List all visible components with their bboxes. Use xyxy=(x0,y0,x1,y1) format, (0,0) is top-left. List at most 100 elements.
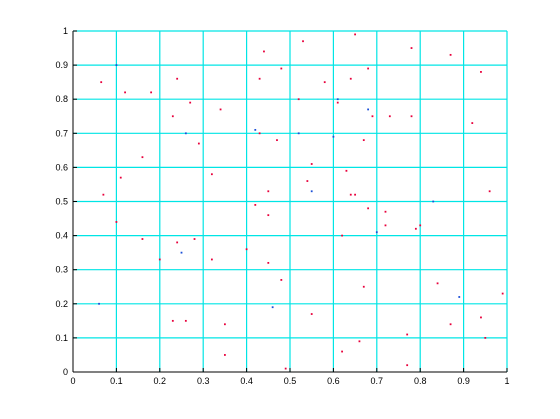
data-point-red-31 xyxy=(119,176,122,179)
data-point-red-36 xyxy=(345,169,348,172)
data-point-red-24 xyxy=(336,101,339,104)
data-point-blue-10 xyxy=(271,306,274,309)
data-point-blue-3 xyxy=(297,132,300,135)
data-point-red-27 xyxy=(388,115,391,118)
data-point-red-49 xyxy=(384,224,387,227)
y-tick-label: 0.2 xyxy=(55,299,68,309)
x-tick-label: 0.3 xyxy=(197,376,210,386)
data-point-red-63 xyxy=(449,323,452,326)
data-point-red-16 xyxy=(141,156,144,159)
y-tick-label: 1 xyxy=(63,26,68,36)
data-point-red-1 xyxy=(124,91,126,94)
data-point-red-53 xyxy=(210,258,213,261)
data-point-red-11 xyxy=(354,33,356,36)
data-points xyxy=(98,33,504,370)
y-tick-label: 0 xyxy=(63,367,68,377)
data-point-red-42 xyxy=(115,221,118,223)
data-point-red-70 xyxy=(484,337,487,339)
data-point-red-13 xyxy=(410,47,413,49)
data-point-red-44 xyxy=(176,241,179,244)
data-point-red-54 xyxy=(267,261,270,264)
data-point-red-68 xyxy=(406,364,409,367)
data-point-red-39 xyxy=(367,207,370,210)
x-tick-label: 0.8 xyxy=(414,376,427,386)
data-point-red-61 xyxy=(310,313,313,315)
data-point-red-5 xyxy=(258,77,261,80)
data-point-red-28 xyxy=(410,115,413,118)
x-tick-label: 0.7 xyxy=(371,376,384,386)
y-tick-label: 0.9 xyxy=(55,60,68,70)
x-tick-label: 0 xyxy=(70,376,75,386)
data-point-red-6 xyxy=(263,50,265,53)
data-point-red-37 xyxy=(349,193,352,196)
data-point-red-45 xyxy=(193,238,196,240)
data-point-red-64 xyxy=(480,316,482,319)
data-point-red-38 xyxy=(354,193,356,196)
data-point-red-3 xyxy=(176,77,179,80)
data-point-red-35 xyxy=(306,180,309,182)
data-point-blue-13 xyxy=(310,190,313,193)
data-point-red-18 xyxy=(197,142,200,145)
data-point-red-71 xyxy=(501,292,504,295)
y-tick-label: 0.4 xyxy=(55,231,68,241)
data-point-blue-1 xyxy=(184,132,187,135)
data-point-red-52 xyxy=(158,258,161,261)
data-point-red-25 xyxy=(362,139,365,142)
y-axis-ticks: 0 0.1 0.2 0.3 0.4 0.5 0.6 0.7 0.8 0.9 1 xyxy=(55,26,77,377)
x-tick-label: 0.4 xyxy=(240,376,253,386)
data-point-red-2 xyxy=(150,91,153,94)
y-tick-label: 0.3 xyxy=(55,265,68,275)
data-point-red-19 xyxy=(219,108,222,111)
data-point-blue-2 xyxy=(254,128,257,131)
data-point-red-50 xyxy=(414,227,417,230)
x-tick-label: 0.6 xyxy=(327,376,340,386)
data-point-blue-6 xyxy=(336,98,339,101)
data-point-red-12 xyxy=(367,67,370,70)
data-point-red-30 xyxy=(102,193,105,196)
data-point-red-23 xyxy=(310,163,313,165)
data-point-red-48 xyxy=(341,234,343,237)
data-point-red-15 xyxy=(480,71,482,73)
x-tick-label: 0.2 xyxy=(154,376,167,386)
data-point-red-21 xyxy=(276,139,278,142)
data-point-red-17 xyxy=(171,115,174,118)
grid-lines xyxy=(73,31,507,372)
y-tick-label: 0.7 xyxy=(55,128,68,138)
data-point-red-7 xyxy=(280,67,283,70)
x-tick-label: 0.5 xyxy=(284,376,297,386)
data-point-red-9 xyxy=(323,81,326,84)
y-tick-label: 0.1 xyxy=(55,333,68,343)
data-point-red-32 xyxy=(210,173,213,176)
data-point-blue-5 xyxy=(367,108,370,111)
data-point-red-40 xyxy=(384,210,387,213)
x-tick-label: 0.1 xyxy=(110,376,123,386)
data-point-red-43 xyxy=(141,238,144,240)
data-point-red-26 xyxy=(371,115,374,118)
data-point-red-56 xyxy=(362,285,365,288)
data-point-red-8 xyxy=(302,40,304,43)
data-point-red-4 xyxy=(189,101,192,104)
data-point-red-65 xyxy=(224,354,226,356)
data-point-red-41 xyxy=(488,190,491,193)
x-axis-ticks: 0 0.1 0.2 0.3 0.4 0.5 0.6 0.7 0.8 0.9 1 xyxy=(70,368,510,386)
data-point-blue-11 xyxy=(375,231,378,234)
data-point-red-29 xyxy=(471,122,474,124)
y-tick-label: 0.5 xyxy=(55,197,68,207)
y-tick-label: 0.8 xyxy=(55,94,68,104)
data-point-red-20 xyxy=(258,132,261,135)
data-point-blue-9 xyxy=(458,296,461,298)
data-point-blue-7 xyxy=(432,200,435,203)
data-point-red-0 xyxy=(100,81,103,84)
data-point-red-62 xyxy=(406,333,409,336)
data-point-red-66 xyxy=(341,350,343,353)
data-point-red-58 xyxy=(171,319,174,322)
data-point-red-46 xyxy=(245,248,248,251)
x-tick-label: 0.9 xyxy=(457,376,470,386)
data-point-red-69 xyxy=(284,367,287,370)
data-point-red-10 xyxy=(349,77,352,80)
x-tick-label: 1 xyxy=(504,376,509,386)
data-point-red-59 xyxy=(184,319,187,322)
data-point-red-33 xyxy=(254,204,257,206)
data-point-blue-12 xyxy=(180,251,183,254)
